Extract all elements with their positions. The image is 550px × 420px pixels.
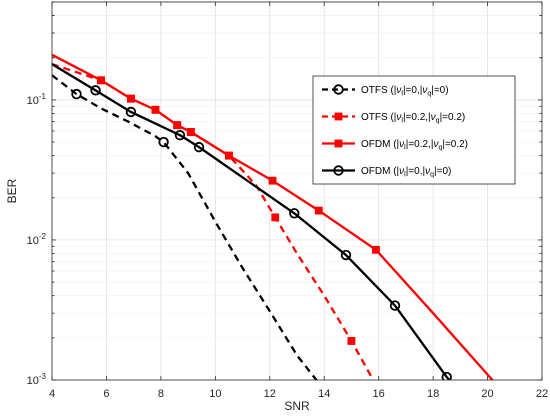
- y-tick-base: 10: [27, 95, 39, 107]
- circle-marker: [333, 165, 344, 176]
- legend-symbol: ν: [396, 85, 401, 96]
- circle-marker: [389, 300, 401, 311]
- legend-symbol: ν: [422, 85, 427, 96]
- y-tick-base: 10: [27, 235, 39, 247]
- square-marker: [372, 245, 380, 254]
- legend-text-part: |=0.2): [440, 112, 466, 123]
- legend-text-part: |=0): [434, 166, 451, 177]
- legend-subscript: q: [438, 145, 442, 152]
- legend-text-part: |=0,|: [403, 85, 422, 96]
- legend-label: OTFS (|νl|=0,|νq|=0): [361, 85, 449, 98]
- marker-group: [71, 76, 452, 380]
- y-tick-label: 10-2: [27, 232, 47, 247]
- y-tick-label: 10-1: [27, 92, 47, 107]
- x-tick-label: 8: [158, 388, 164, 400]
- legend-label: OTFS (|νl|=0.2,|νq|=0.2): [361, 112, 465, 125]
- legend-text-part: OFDM (|: [361, 139, 399, 150]
- square-marker: [347, 337, 356, 345]
- series-line: [52, 63, 451, 380]
- x-tick-label: 20: [481, 388, 493, 400]
- legend: OTFS (|νl|=0,|νq|=0)OTFS (|νl|=0.2,|νq|=…: [312, 75, 516, 185]
- legend-symbol: ν: [399, 139, 404, 150]
- legend-subscript: l: [404, 145, 406, 152]
- x-tick-label: 10: [209, 388, 221, 400]
- square-marker: [314, 206, 323, 215]
- circle-marker: [90, 85, 101, 96]
- legend-subscript: q: [430, 172, 434, 179]
- circle-marker: [441, 371, 452, 380]
- legend-symbol: ν: [425, 166, 430, 177]
- x-tick-label: 18: [427, 388, 439, 400]
- legend-box: [312, 75, 516, 185]
- legend-subscript: l: [401, 91, 403, 98]
- circle-marker: [289, 208, 300, 219]
- x-tick-label: 6: [103, 388, 109, 400]
- circle-marker: [333, 84, 344, 95]
- circle-marker: [174, 129, 186, 141]
- legend-symbol: ν: [396, 112, 401, 123]
- plot-frame: [51, 1, 543, 381]
- x-tick-label: 16: [373, 388, 385, 400]
- y-axis-label: BER: [5, 178, 19, 203]
- x-axis-label: SNR: [284, 399, 310, 413]
- square-marker: [173, 121, 182, 130]
- x-tick-label: 12: [264, 388, 276, 400]
- legend-subscript: l: [404, 172, 406, 179]
- square-marker: [127, 94, 135, 103]
- x-tick-label: 4: [49, 388, 55, 400]
- square-marker: [334, 139, 343, 148]
- circle-marker: [125, 106, 137, 118]
- series-line: [52, 74, 318, 380]
- square-marker: [268, 176, 277, 185]
- legend-text-part: |=0): [431, 85, 448, 96]
- y-tick-exponent: -2: [39, 232, 47, 241]
- square-marker: [186, 128, 195, 136]
- legend-subscript: q: [436, 118, 440, 125]
- circle-marker: [71, 88, 82, 100]
- square-marker: [271, 213, 280, 222]
- legend-text-part: |=0,|: [406, 166, 425, 177]
- y-tick-exponent: -3: [39, 372, 47, 381]
- y-tick-exponent: -1: [39, 92, 47, 101]
- y-tick-base: 10: [27, 375, 39, 387]
- legend-symbol: ν: [399, 166, 404, 177]
- square-marker: [97, 76, 105, 85]
- legend-symbol: ν: [433, 139, 438, 150]
- square-marker: [334, 112, 343, 121]
- legend-text-part: |=0.2,|: [403, 112, 431, 123]
- x-tick-label: 22: [536, 388, 548, 400]
- series-line: [52, 53, 494, 380]
- x-tick-label: 14: [318, 388, 330, 400]
- y-tick-label: 10-3: [27, 372, 47, 387]
- legend-text-part: |=0.2,|: [406, 139, 434, 150]
- legend-subscript: l: [401, 118, 403, 125]
- legend-text-part: OTFS (|: [361, 85, 396, 96]
- square-marker: [151, 105, 160, 114]
- legend-symbol: ν: [431, 112, 436, 123]
- legend-text-part: OFDM (|: [361, 166, 399, 177]
- square-marker: [225, 151, 233, 160]
- legend-label: OFDM (|νl|=0.2,|νq|=0.2): [361, 139, 468, 152]
- legend-label: OFDM (|νl|=0,|νq|=0): [361, 166, 451, 179]
- legend-text-part: OTFS (|: [361, 112, 396, 123]
- circle-marker: [158, 136, 169, 148]
- circle-marker: [193, 141, 205, 153]
- legend-subscript: q: [427, 91, 431, 98]
- legend-text-part: |=0.2): [442, 139, 468, 150]
- circle-marker: [340, 249, 352, 261]
